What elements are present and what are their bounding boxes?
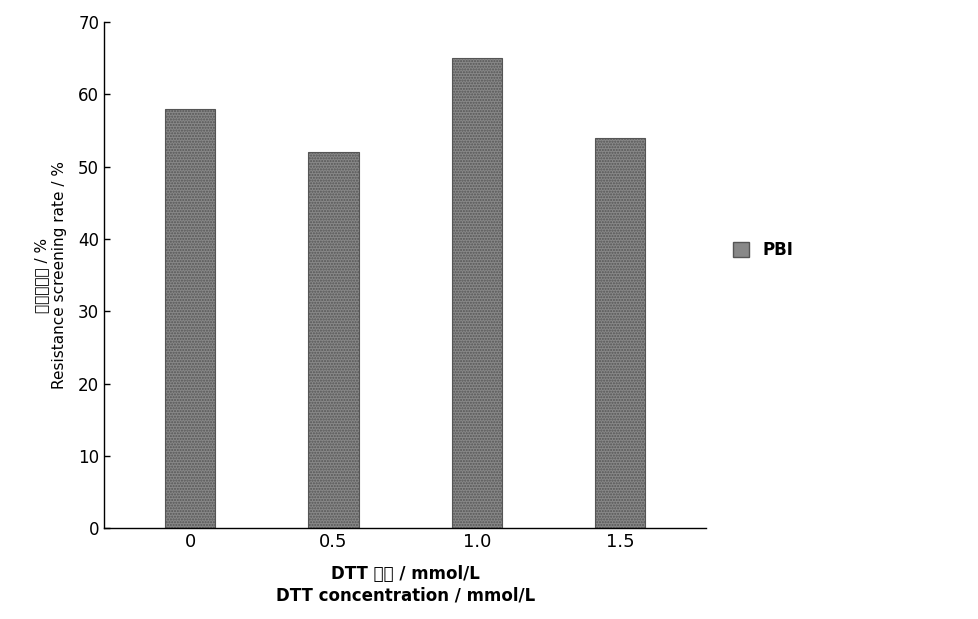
Y-axis label: 抗性筛选率 / %
Resistance screening rate / %: 抗性筛选率 / % Resistance screening rate / % — [34, 161, 67, 389]
Bar — [308, 152, 358, 529]
Bar — [595, 138, 645, 529]
Bar — [165, 109, 215, 529]
Bar — [451, 58, 502, 529]
Legend: PBI: PBI — [726, 234, 800, 266]
X-axis label: DTT 浓度 / mmol/L
DTT concentration / mmol/L: DTT 浓度 / mmol/L DTT concentration / mmol… — [275, 565, 534, 604]
